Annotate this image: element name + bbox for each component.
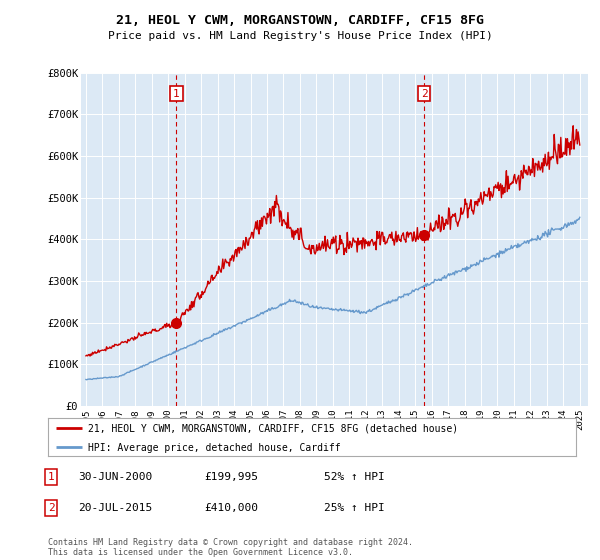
Text: 1: 1 [47, 472, 55, 482]
Text: 52% ↑ HPI: 52% ↑ HPI [324, 472, 385, 482]
Text: 2: 2 [421, 88, 428, 99]
Text: 30-JUN-2000: 30-JUN-2000 [78, 472, 152, 482]
Text: 1: 1 [173, 88, 180, 99]
Text: £199,995: £199,995 [204, 472, 258, 482]
Text: 2: 2 [47, 503, 55, 513]
Text: 21, HEOL Y CWM, MORGANSTOWN, CARDIFF, CF15 8FG: 21, HEOL Y CWM, MORGANSTOWN, CARDIFF, CF… [116, 14, 484, 27]
Text: £410,000: £410,000 [204, 503, 258, 513]
Text: Price paid vs. HM Land Registry's House Price Index (HPI): Price paid vs. HM Land Registry's House … [107, 31, 493, 41]
Text: HPI: Average price, detached house, Cardiff: HPI: Average price, detached house, Card… [88, 442, 340, 452]
Text: 21, HEOL Y CWM, MORGANSTOWN, CARDIFF, CF15 8FG (detached house): 21, HEOL Y CWM, MORGANSTOWN, CARDIFF, CF… [88, 423, 458, 433]
Text: 25% ↑ HPI: 25% ↑ HPI [324, 503, 385, 513]
Text: Contains HM Land Registry data © Crown copyright and database right 2024.
This d: Contains HM Land Registry data © Crown c… [48, 538, 413, 557]
Text: 20-JUL-2015: 20-JUL-2015 [78, 503, 152, 513]
